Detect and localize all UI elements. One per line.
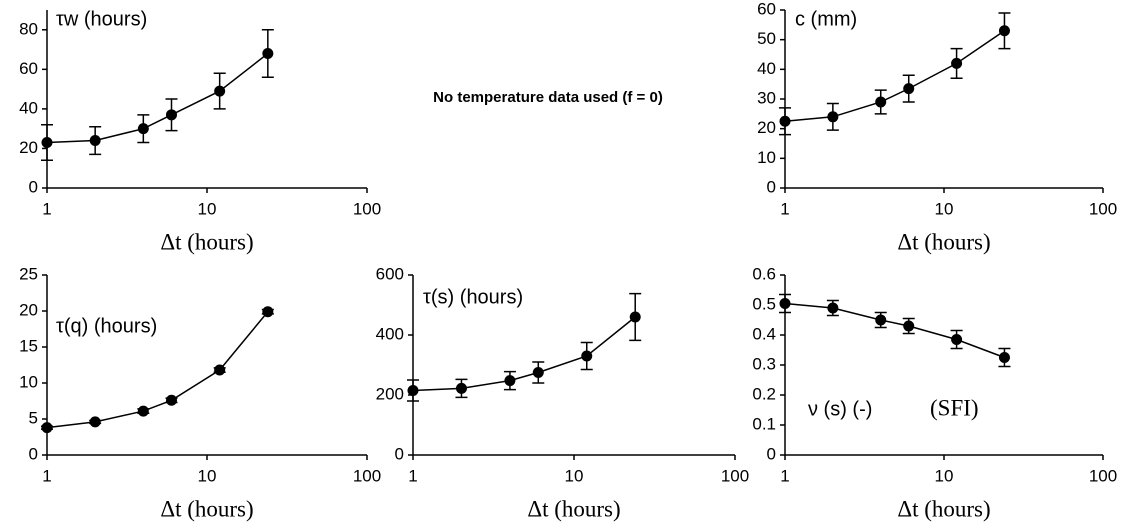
y-tick-label: 10 [19,372,38,391]
point [89,135,101,147]
point [998,352,1010,363]
point [166,109,178,121]
point [137,123,149,135]
y-tick-label: 10 [757,148,776,167]
x-tick-label: 1 [42,466,51,485]
point [998,25,1010,37]
y-tick-label: 0.4 [752,324,776,343]
y-tick-label: 50 [757,29,776,48]
point [137,405,149,417]
y-tick-label: 0.1 [752,414,776,433]
point [262,48,274,60]
y-tick-label: 25 [19,264,38,283]
x-axis-label: Δt (hours) [897,229,990,254]
y-tick-label: 40 [19,98,38,117]
point [903,83,915,95]
point [951,334,963,345]
point [875,314,887,326]
x-axis-label: Δt (hours) [527,496,620,521]
y-tick-label: 0 [29,177,38,196]
point [779,115,791,127]
point [951,57,963,69]
point [407,385,419,396]
y-axis-label: τ(s) (hours) [423,286,523,308]
x-tick-label: 1 [780,466,789,485]
x-tick-label: 100 [1089,199,1117,218]
point [827,111,839,123]
x-tick-label: 1 [408,466,417,485]
point [455,382,467,394]
x-tick-label: 1 [42,199,51,218]
line [784,30,1005,122]
x-tick-label: 10 [198,466,217,485]
y-tick-label: 0.6 [752,264,776,283]
line [46,311,269,429]
x-tick-label: 10 [935,466,954,485]
x-axis-label: Δt (hours) [897,496,990,521]
x-tick-label: 10 [565,466,584,485]
y-tick-label: 0 [767,177,776,196]
point [166,394,178,406]
y-tick-label: 15 [19,336,38,355]
y-axis-label: τ(q) (hours) [56,315,157,337]
line [784,302,1005,359]
x-tick-label: 10 [198,199,217,218]
y-tick-label: 0.2 [752,384,776,403]
x-axis-label: Δt (hours) [160,496,253,521]
y-tick-label: 0.3 [752,354,776,373]
point [532,367,544,378]
y-tick-label: 30 [757,88,776,107]
point [779,298,791,309]
y-tick-label: 0 [29,444,38,463]
y-tick-label: 60 [19,59,38,78]
x-tick-label: 100 [1089,466,1117,485]
point [581,350,593,362]
y-tick-label: 0 [395,444,404,463]
point [41,137,53,149]
point [89,416,101,428]
point [827,302,839,314]
y-tick-label: 0 [767,444,776,463]
y-tick-label: 0.5 [752,294,776,313]
point [903,320,915,332]
x-tick-label: 1 [780,199,789,218]
point [262,306,274,318]
point [214,85,226,97]
line [412,316,636,392]
y-tick-label: 60 [757,0,776,18]
y-tick-label: 20 [19,138,38,157]
point [875,96,887,108]
annotation: (SFI) [930,395,979,420]
point [629,311,641,323]
y-tick-label: 20 [19,300,38,319]
y-tick-label: 20 [757,118,776,137]
x-tick-label: 100 [721,466,749,485]
x-tick-label: 10 [935,199,954,218]
y-tick-label: 600 [376,264,404,283]
y-tick-label: 40 [757,59,776,78]
y-tick-label: 200 [376,384,404,403]
x-axis-label: Δt (hours) [160,229,253,254]
x-tick-label: 100 [353,466,381,485]
x-tick-label: 100 [353,199,381,218]
y-tick-label: 80 [19,19,38,38]
y-axis-label: τw (hours) [56,8,147,30]
y-axis-label: ν (s) (-) [808,398,872,420]
line [46,52,269,144]
y-tick-label: 400 [376,324,404,343]
point [504,375,516,387]
y-axis-label: c (mm) [795,8,857,30]
point [214,364,226,376]
note: No temperature data used (f = 0) [433,89,663,106]
y-tick-label: 5 [29,408,38,427]
point [41,422,53,434]
